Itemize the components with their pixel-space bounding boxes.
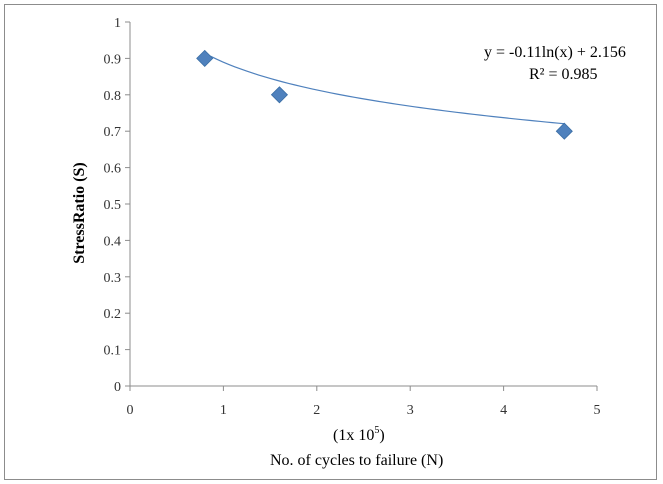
x-tick-label: 0 [127,403,134,418]
trendline [204,52,565,125]
y-tick-label: 0.6 [104,162,122,177]
x-axis-ticks: 0 1 2 3 4 5 [127,386,601,418]
data-point-diamond [196,49,214,67]
x-unit-prefix: (1x 10 [333,427,374,444]
y-tick-label: 0.5 [104,198,122,213]
y-axis-ticks: 0 0.1 0.2 0.3 0.4 0.5 0.6 0.7 0.8 0.9 1 [104,16,130,395]
y-tick-label: 1 [114,16,121,31]
y-tick-label: 0.8 [104,89,122,104]
x-tick-label: 4 [500,403,507,418]
y-tick-label: 0.4 [104,234,122,249]
trendline-equation: y = -0.11ln(x) + 2.156 [484,44,626,61]
x-unit-exponent: 5 [374,425,379,436]
x-tick-label: 1 [220,403,227,418]
r-squared-label: R² = 0.985 [529,66,598,83]
x-tick-label: 3 [407,403,414,418]
x-axis-title: No. of cycles to failure (N) [270,452,443,469]
x-axis-unit: (1x 105) [333,425,385,444]
chart-frame [4,4,657,480]
data-points [196,49,573,140]
y-tick-label: 0.9 [104,52,122,67]
y-tick-label: 0.2 [104,307,122,322]
x-tick-label: 5 [594,403,601,418]
x-tick-label: 2 [313,403,320,418]
data-point-diamond [270,86,289,104]
y-tick-label: 0.7 [104,125,122,140]
x-unit-suffix: ) [379,427,384,444]
y-tick-label: 0.3 [104,271,122,286]
y-tick-label: 0 [114,380,121,395]
y-axis-title: StressRatio (S) [71,162,88,263]
y-tick-label: 0.1 [104,344,122,359]
data-point-diamond [555,122,573,140]
